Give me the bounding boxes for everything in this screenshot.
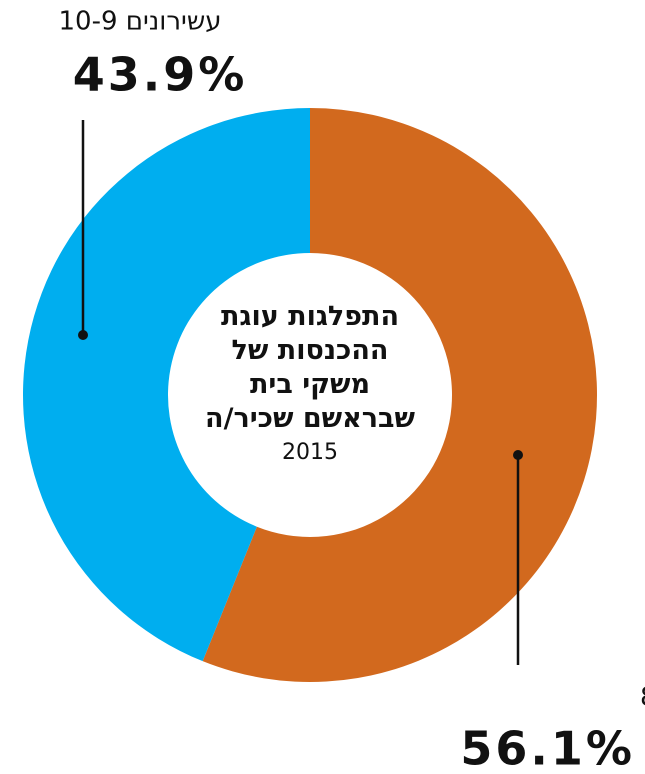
donut-slice xyxy=(202,108,598,682)
center-label: התפלגות עוגת ההכנסות של משקי בית שבראשם … xyxy=(200,300,420,465)
category-label: עשירונים 10-9 xyxy=(58,7,221,37)
chart-subtitle: 2015 xyxy=(282,440,338,465)
leader-dot xyxy=(78,330,88,340)
value-label: 43.9% xyxy=(73,48,248,102)
chart-title: התפלגות עוגת ההכנסות של משקי בית שבראשם … xyxy=(205,301,415,434)
category-label: עשירונים 8-1 xyxy=(640,683,645,713)
value-label: 56.1% xyxy=(460,722,635,774)
leader-dot xyxy=(513,450,523,460)
donut-slice xyxy=(23,108,310,662)
